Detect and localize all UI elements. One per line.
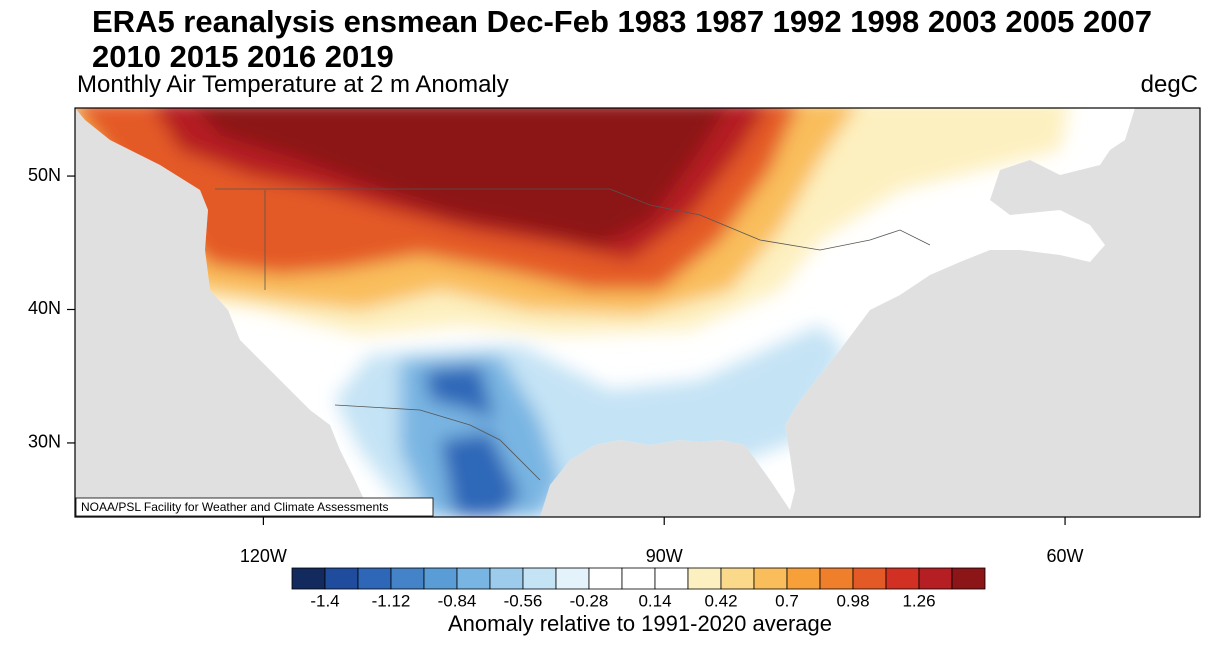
colorbar-tick-label: -0.84 [438, 591, 477, 610]
field-blue-south [440, 432, 520, 517]
borders [215, 188, 931, 481]
colorbar-box [423, 567, 458, 590]
colorbar-box [951, 567, 986, 590]
colorbar-box [390, 567, 425, 590]
colorbar-box [291, 567, 326, 590]
colorbar-box [819, 567, 854, 590]
colorbar-box [654, 567, 689, 590]
colorbar-box [720, 567, 755, 590]
subtitle: Monthly Air Temperature at 2 m Anomaly [77, 71, 509, 98]
credit-box [75, 497, 434, 517]
colorbar-box [522, 567, 557, 590]
field-darkest-red [190, 108, 730, 245]
colorbar-label: Anomaly relative to 1991-2020 average [448, 611, 832, 636]
us-mexico-border [334, 404, 541, 481]
lat-tick-label: 30N [28, 432, 61, 452]
colorbar-tick-label: 0.42 [704, 591, 737, 610]
anomaly-field [75, 108, 1070, 517]
colorbar-tick-label: -0.56 [504, 591, 543, 610]
colorbar-box [885, 567, 920, 590]
units: degC [1141, 71, 1198, 98]
colorbar-box [621, 567, 656, 590]
credit-text: NOAA/PSL Facility for Weather and Climat… [81, 500, 388, 514]
colorbar-tick-label: 1.26 [902, 591, 935, 610]
colorbar-box [324, 567, 359, 590]
colorbar-box [786, 567, 821, 590]
colorbar-tick-label: 0.7 [775, 591, 799, 610]
colorbar-box [753, 567, 788, 590]
field-blue-north [425, 365, 495, 420]
lat-tick-label: 40N [28, 298, 61, 318]
lon-tick-label: 60W [1047, 546, 1084, 566]
lon-tick-label: 90W [646, 546, 683, 566]
map-frame [74, 107, 1201, 518]
colorbar-tick-label: 0.98 [836, 591, 869, 610]
colorbar-box [489, 567, 524, 590]
map-area [75, 108, 1200, 517]
colorbar-tick-label: -1.4 [310, 591, 339, 610]
colorbar-tick-label: -0.28 [570, 591, 609, 610]
colorbar-box [918, 567, 953, 590]
colorbar-box [357, 567, 392, 590]
great-lakes-border [609, 188, 931, 251]
colorbar-tick-label: 0.14 [638, 591, 671, 610]
map-title: ERA5 reanalysis ensmean Dec-Feb 1983 198… [92, 4, 1152, 74]
colorbar-box [456, 567, 491, 590]
colorbar-box [687, 567, 722, 590]
colorbar-box [588, 567, 623, 590]
colorbar-box [852, 567, 887, 590]
colorbar-tick-label: -1.12 [372, 591, 411, 610]
lon-tick-label: 120W [240, 546, 287, 566]
colorbar-box [555, 567, 590, 590]
lat-tick-label: 50N [28, 165, 61, 185]
